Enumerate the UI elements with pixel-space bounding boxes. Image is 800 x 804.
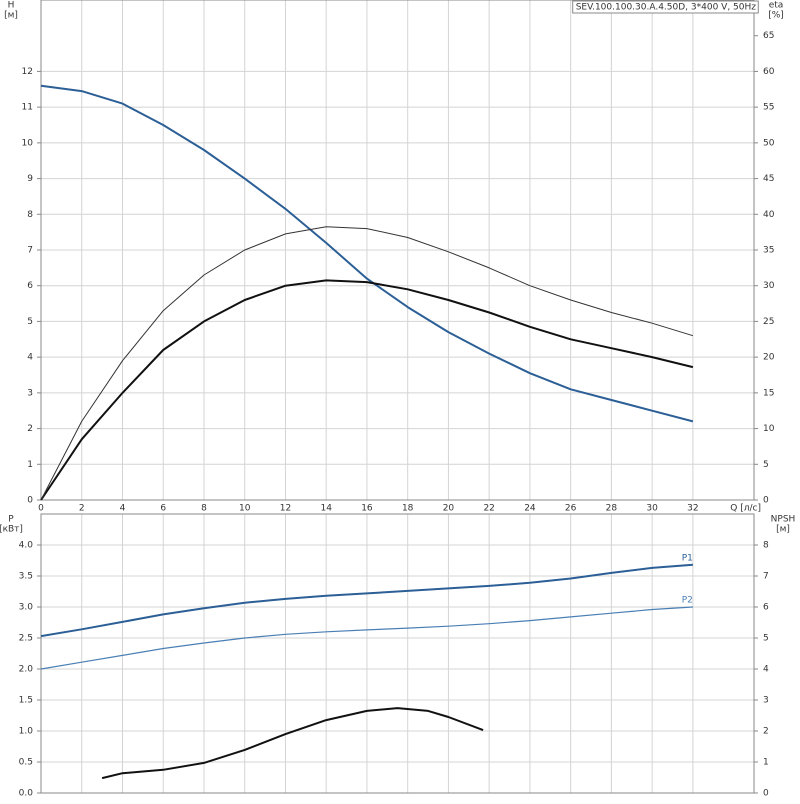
y2-axis-label: eta [769,1,784,11]
y-tick-label: 4.0 [19,541,34,551]
x-tick-label: 14 [320,504,332,514]
y2-tick-label: 40 [763,210,775,220]
y-tick-label: 2.0 [19,665,34,675]
y2-tick-label: 3 [763,696,769,706]
y-tick-label: 0.5 [19,758,33,768]
y-tick-label: 0.0 [19,789,34,799]
x-tick-label: 12 [280,504,291,514]
y-axis-label: P [8,515,14,525]
curve [101,707,484,780]
y2-tick-label: 7 [763,572,769,582]
curve [40,84,694,423]
y-tick-label: 7 [27,246,33,256]
y-axis-label: H [8,1,15,11]
y-tick-label: 11 [22,103,33,113]
y2-tick-label: 20 [763,353,775,363]
plot-frame [40,513,755,794]
y2-tick-label: 2 [763,727,769,737]
y2-tick-label: 0 [763,789,769,799]
y-axis-unit: [м] [4,11,18,21]
y-tick-label: 0 [27,496,33,506]
x-tick-label: 6 [160,504,166,514]
x-tick-label: 0 [38,504,44,514]
x-tick-label: 10 [239,504,251,514]
y-tick-label: 3.0 [19,603,34,613]
y2-tick-label: 1 [763,758,769,768]
y-tick-label: 6 [27,281,33,291]
curve [40,563,693,638]
x-tick-label: 28 [606,504,618,514]
y-tick-label: 8 [27,210,33,220]
x-tick-label: 32 [687,504,698,514]
y2-tick-label: 0 [763,496,769,506]
title-box [572,0,759,14]
y-tick-label: 1.5 [19,696,33,706]
curve [40,606,693,670]
y2-tick-label: 4 [763,665,769,675]
curve [40,279,694,501]
y2-tick-label: 5 [763,634,769,644]
y2-tick-label: 55 [763,103,774,113]
y2-tick-label: 35 [763,246,774,256]
y-tick-label: 2 [27,424,33,434]
y2-tick-label: 45 [763,174,774,184]
x-tick-label: 18 [402,504,414,514]
x-tick-label: 20 [443,504,455,514]
series-label: P2 [682,596,693,606]
y-tick-label: 5 [27,317,33,327]
y2-tick-label: 50 [763,138,775,148]
x-tick-label: 26 [565,504,577,514]
y2-axis-label: NPSH [771,515,796,525]
y2-axis-unit: [м] [776,525,790,535]
x-tick-label: 2 [79,504,85,514]
y2-tick-label: 8 [763,541,769,551]
x-tick-label: 8 [201,504,207,514]
x-tick-label: 16 [361,504,373,514]
y-tick-label: 9 [27,174,33,184]
y-axis-unit: [кВт] [0,525,23,535]
y-tick-label: 3.5 [19,572,33,582]
y2-tick-label: 30 [763,281,775,291]
y2-tick-label: 15 [763,388,774,398]
x-tick-label: 24 [524,504,536,514]
y2-tick-label: 25 [763,317,774,327]
x-tick-label: 4 [120,504,126,514]
y-tick-label: 2.5 [19,634,33,644]
y2-axis-unit: [%] [768,11,784,21]
series-label: P1 [682,553,693,563]
y-tick-label: 10 [22,138,34,148]
y-tick-label: 12 [22,67,33,77]
y-tick-label: 4 [27,353,33,363]
x-tick-label: 22 [483,504,494,514]
y2-tick-label: 65 [763,31,774,41]
y-tick-label: 3 [27,388,33,398]
y-tick-label: 1.0 [19,727,34,737]
y2-tick-label: 10 [763,424,775,434]
chart-title: SEV.100.100.30.A.4.50D, 3*400 V, 50Hz [576,3,757,13]
x-axis-label: Q [л/с] [730,504,761,514]
y2-tick-label: 60 [763,67,775,77]
y2-tick-label: 6 [763,603,769,613]
x-tick-label: 30 [646,504,658,514]
y2-tick-label: 5 [763,460,769,470]
curve [40,226,694,501]
y-tick-label: 1 [27,460,33,470]
